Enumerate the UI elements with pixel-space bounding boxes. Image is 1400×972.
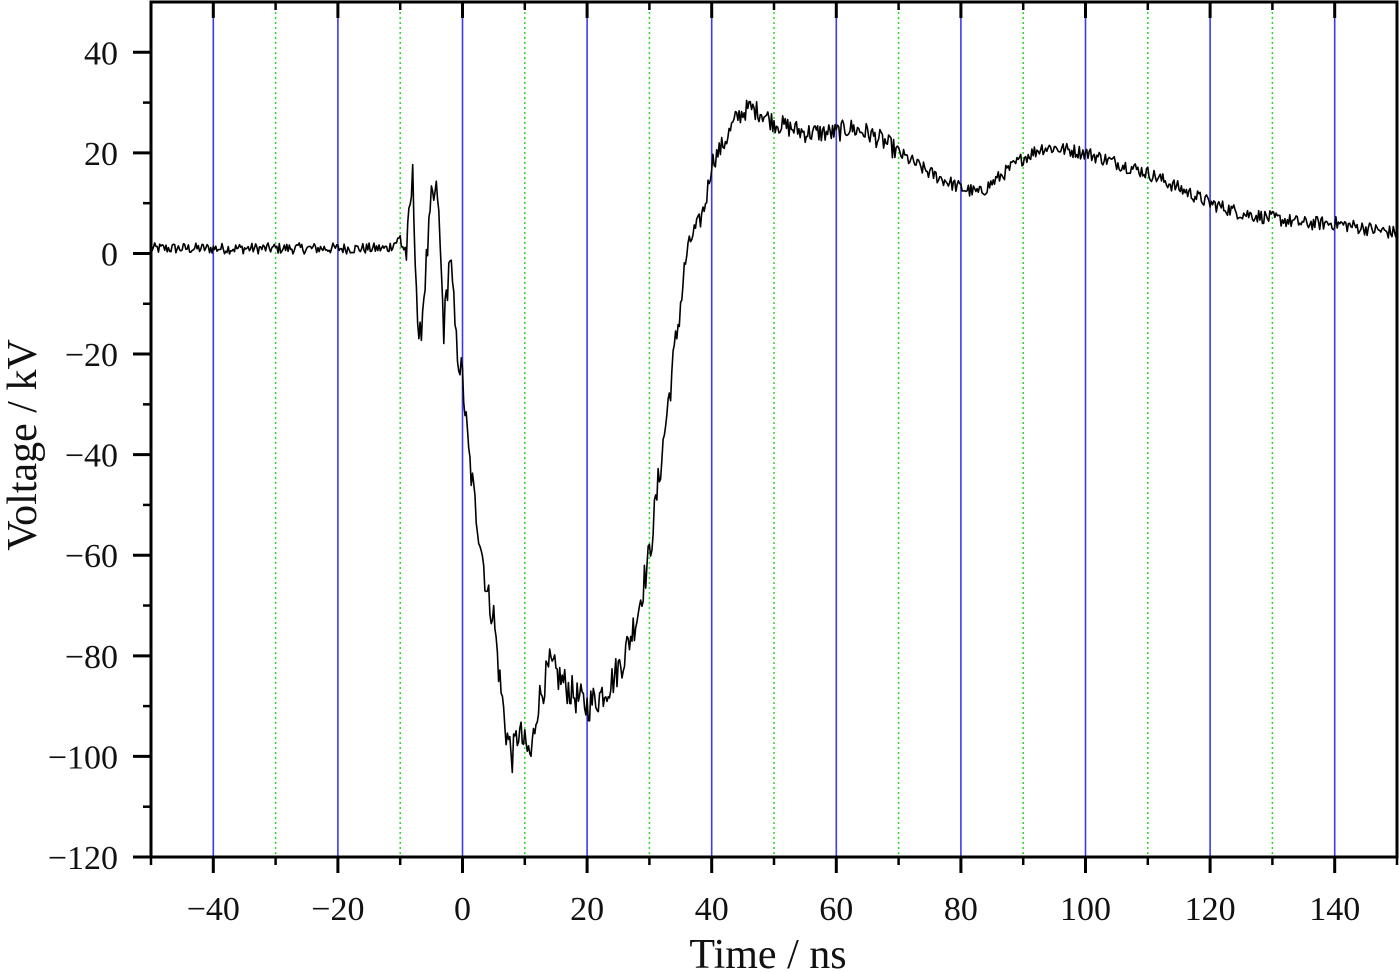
waveform-trace: [150, 99, 1397, 774]
y-tick-label: 40: [84, 35, 118, 72]
y-tick-label: −120: [48, 840, 118, 877]
y-tick-label: −100: [48, 739, 118, 776]
gridlines: [212, 2, 1336, 857]
x-tick-label: 120: [1185, 891, 1236, 928]
x-tick-label: 140: [1309, 891, 1360, 928]
y-tick-label: 20: [84, 136, 118, 173]
y-tick-label: −60: [65, 538, 118, 575]
y-tick-label: 0: [101, 236, 118, 273]
x-tick-label: 40: [695, 891, 729, 928]
y-tick-label: −80: [65, 639, 118, 676]
x-tick-label: 0: [454, 891, 471, 928]
y-axis-ticks: −120 −100 −80 −60 −40 −20 0 20 40: [48, 35, 151, 877]
y-tick-label: −20: [65, 337, 118, 374]
y-axis-title: Voltage / kV: [0, 339, 46, 551]
voltage-line: [150, 99, 1397, 774]
x-tick-label: 20: [570, 891, 604, 928]
x-tick-label: 60: [819, 891, 853, 928]
x-tick-label: 100: [1060, 891, 1111, 928]
y-tick-label: −40: [65, 438, 118, 475]
x-axis-title: Time / ns: [689, 932, 846, 972]
x-axis-ticks: −40 −20 0 20 40 60 80 100 120 140: [149, 2, 1399, 928]
x-tick-label: −20: [311, 891, 364, 928]
x-tick-label: 80: [944, 891, 978, 928]
x-tick-label: −40: [187, 891, 240, 928]
